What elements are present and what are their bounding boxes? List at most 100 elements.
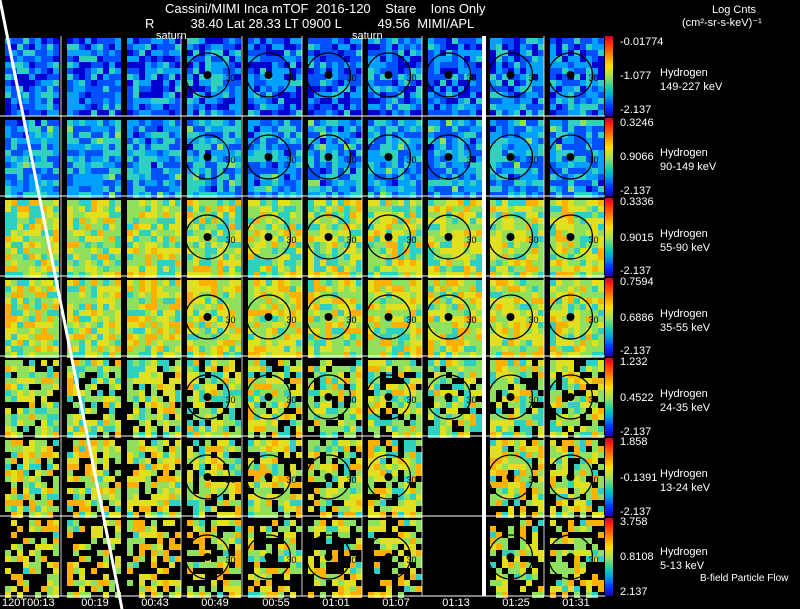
sky-map-panel: 30	[365, 38, 422, 116]
sky-map-panel: 30	[245, 120, 302, 198]
sky-map-panel: 30	[245, 200, 302, 278]
sky-map-panel: 30	[547, 360, 604, 438]
svg-text:30: 30	[589, 235, 599, 245]
sky-map-panel	[67, 38, 121, 116]
sky-map-panel: 30	[365, 120, 422, 198]
time-tick: 01:13	[442, 597, 470, 609]
svg-text:30: 30	[287, 235, 297, 245]
sky-map-panel: 30	[425, 38, 482, 116]
sky-map-panel: 30	[305, 360, 362, 438]
species-label: Hydrogen 149-227 keV	[660, 67, 723, 93]
sky-map-panel: 30	[245, 440, 302, 518]
svg-text:30: 30	[287, 155, 297, 165]
colorbar-mid: 0.9066	[620, 151, 654, 163]
sky-map-panel: 30	[487, 440, 544, 518]
colorbar-min: -2.137	[620, 185, 652, 197]
sky-map-panel: 30	[184, 360, 241, 438]
species-label: Hydrogen 55-90 keV	[660, 228, 711, 254]
sky-map-panel: 30	[365, 280, 422, 358]
time-tick: 00:55	[262, 597, 290, 609]
color-bar	[605, 358, 613, 436]
color-bar	[605, 518, 613, 596]
sky-map-panel: 30	[245, 280, 302, 358]
sky-map-panel	[67, 120, 121, 198]
colorbar-mid: 0.6886	[620, 312, 654, 324]
svg-text:30: 30	[226, 73, 236, 83]
sky-map-panel: 30	[425, 200, 482, 278]
sky-map-panel: 30	[425, 280, 482, 358]
sky-map-panel	[5, 38, 59, 116]
sky-map-panel: 30	[487, 120, 544, 198]
svg-text:30: 30	[467, 235, 477, 245]
time-tick: 01:25	[502, 597, 530, 609]
colorbar-mid: 0.4522	[620, 392, 654, 404]
sky-map-panel: 30	[425, 360, 482, 438]
sky-map-panel: 30	[245, 520, 302, 598]
units-formula: (cm²-sr-s-keV)⁻¹	[682, 17, 762, 29]
colorbar-max: 0.3336	[620, 196, 654, 208]
svg-text:30: 30	[467, 155, 477, 165]
time-tick: 00:49	[201, 597, 229, 609]
sky-map-panel	[5, 120, 59, 198]
colorbar-min: -2.137	[620, 345, 652, 357]
sky-map-panel: 30	[365, 200, 422, 278]
saturn-label: saturn	[352, 30, 383, 42]
sky-map-panel: 30	[547, 440, 604, 518]
sky-map-panel: 30	[547, 280, 604, 358]
colorbar-min: -2.137	[620, 104, 652, 116]
sky-map-panel: 30	[184, 280, 241, 358]
sky-map-panel	[127, 440, 181, 518]
colorbar-max: -0.01774	[620, 36, 664, 48]
svg-text:30: 30	[347, 73, 357, 83]
sky-map-panel	[5, 200, 59, 278]
colorbar-max: 3.758	[620, 516, 648, 528]
svg-text:30: 30	[347, 155, 357, 165]
svg-text:30: 30	[529, 155, 539, 165]
sky-map-panel: 30	[487, 280, 544, 358]
species-label: Hydrogen 13-24 keV	[660, 468, 711, 494]
colorbar-max: 0.7594	[620, 276, 654, 288]
svg-text:30: 30	[529, 235, 539, 245]
units-label: Log Cnts	[712, 4, 757, 16]
species-label: Hydrogen 5-13 keV	[660, 546, 708, 572]
sky-map-panel	[67, 440, 121, 518]
sky-map-panel: 30	[184, 200, 241, 278]
time-tick: 01:31	[562, 597, 590, 609]
sky-map-panel: 30	[487, 520, 544, 598]
sky-map-panel	[5, 280, 59, 358]
sky-map-panel	[127, 38, 181, 116]
sky-map-panel: 30	[365, 520, 422, 598]
svg-text:30: 30	[226, 155, 236, 165]
sky-map-panel	[127, 520, 181, 598]
sky-map-panel: 30	[487, 200, 544, 278]
svg-text:30: 30	[407, 155, 417, 165]
sky-map-panel: 30	[487, 360, 544, 438]
time-tick: 00:19	[81, 597, 109, 609]
flow-caption: B-field Particle Flow	[700, 573, 789, 584]
colorbar-mid: 0.8108	[620, 551, 654, 563]
species-label: Hydrogen 24-35 keV	[660, 388, 711, 414]
saturn-label: saturn	[156, 30, 187, 42]
species-label: Hydrogen 35-55 keV	[660, 308, 711, 334]
svg-text:30: 30	[467, 315, 477, 325]
sky-map-panel: 30	[305, 520, 362, 598]
time-tick: 01:07	[382, 597, 410, 609]
sky-map-panel: 30	[184, 120, 241, 198]
svg-text:30: 30	[529, 315, 539, 325]
svg-text:30: 30	[407, 315, 417, 325]
sky-map-panel: 30	[487, 38, 544, 116]
sky-map-panel: 30	[184, 38, 241, 116]
position-info: R 38.40 Lat 28.33 LT 0900 L 49.56 MIMI/A…	[145, 16, 475, 31]
colorbar-max: 1.232	[620, 356, 648, 368]
color-bar	[605, 36, 613, 116]
colorbar-mid: -1.077	[620, 70, 652, 82]
sky-map-panel	[5, 360, 59, 438]
species-label: Hydrogen 90-149 keV	[660, 147, 717, 173]
sky-map-panel: 30	[547, 200, 604, 278]
sky-map-panel	[67, 200, 121, 278]
color-bar	[605, 278, 613, 356]
sky-map-panel	[5, 520, 59, 598]
svg-text:30: 30	[589, 315, 599, 325]
plot-title: Cassini/MIMI Inca mTOF 2016-120 Stare Io…	[165, 1, 486, 16]
sky-map-panel: 30	[305, 440, 362, 518]
